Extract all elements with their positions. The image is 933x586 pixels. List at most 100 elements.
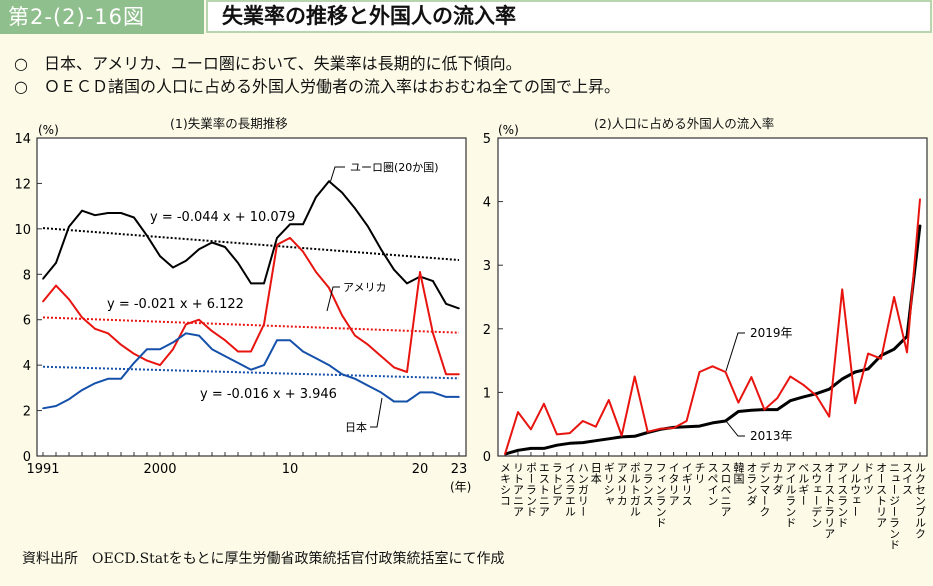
x-category-label: チリ [693,462,706,484]
legend-japan: 日本 [345,420,367,434]
data-point-y2019 [530,428,532,431]
data-point-usa [94,328,96,330]
x-category-label: 韓国 [732,462,745,485]
data-point-y2013 [841,378,843,380]
data-point-y2019 [841,288,843,291]
x-category-label: ギリシャ [602,462,615,506]
data-point-usa [263,323,265,326]
summary-text: 日本、アメリカ、ユーロ圏において、失業率は長期的に低下傾向。 [44,54,522,73]
inflow-rate-chart: (%) 0 1 2 3 4 5 メキシコ リトアニア ポーランド エストニア ラトビア イスラエルハ… [483,123,928,550]
data-point-japan [328,364,330,366]
data-point-y2019 [543,403,545,405]
data-point-y2013 [556,444,558,446]
x-category-label: イギリス [680,462,693,506]
data-point-usa [120,343,122,346]
usa-pointer-icon [326,286,340,312]
trend-label-usa: y = -0.021 x + 6.122 [107,297,244,312]
data-point-usa [172,348,174,351]
data-point-japan [289,339,291,341]
trend-line-usa [42,316,460,334]
x-category-label: ラトビア [550,462,563,506]
data-point-japan [120,377,122,380]
data-point-japan [406,400,408,403]
data-point-japan [159,348,161,351]
data-point-usa [159,364,161,366]
x-category-label: メキシコ [499,462,512,506]
data-point-y2013 [517,449,519,452]
chart1-plot-area [36,137,467,457]
legend-2013: 2013年 [750,429,793,443]
data-point-euro [81,209,83,212]
x-category-label: ノルウェー [849,462,862,517]
data-point-y2013 [530,447,532,450]
data-point-y2013 [685,425,688,428]
data-point-y2013 [776,408,779,411]
data-point-japan [94,382,96,385]
data-point-japan [354,377,356,380]
chart2-plot-area [497,137,928,457]
figure-header: 第2-(2)-16図 失業率の推移と外国人の流入率 [0,0,933,34]
y-tick-label: 4 [23,359,31,374]
data-point-euro [445,303,447,305]
data-point-japan [107,377,109,380]
data-point-usa [445,373,447,376]
pointer-2013-icon [725,420,745,437]
x-category-label: 日本 [589,462,602,485]
data-point-usa [328,287,330,289]
data-point-euro [185,259,187,262]
data-point-euro [107,212,109,214]
data-point-euro [432,280,434,282]
y-tick-label: 0 [23,450,31,465]
x-category-label: ドイツ [862,462,875,495]
data-point-y2013 [698,425,701,427]
data-point-y2019 [711,365,714,368]
data-point-usa [133,352,135,355]
data-point-usa [302,250,304,253]
y-tick-label: 2 [23,405,31,420]
data-point-y2013 [919,224,921,226]
data-point-euro [120,212,122,214]
summary-item: ○ 日本、アメリカ、ユーロ圏において、失業率は長期的に低下傾向。 [14,52,620,75]
pointer-2019-icon [725,332,745,372]
data-point-y2019 [724,371,727,373]
japan-pointer-icon [370,397,383,428]
x-tick-label: 1991 [26,462,59,477]
x-category-label: フィンランド [654,462,667,528]
data-point-euro [42,278,44,280]
data-point-usa [393,366,395,369]
y-tick-label: 6 [23,314,31,329]
chart2-title: (2)人口に占める外国人の流入率 [594,116,775,131]
x-category-label: オーストラリア [823,462,836,539]
data-point-japan [419,391,421,394]
data-point-y2013 [569,442,571,445]
data-point-euro [250,282,252,285]
data-point-japan [341,373,343,376]
data-point-y2019 [698,371,701,373]
y-tick-label: 4 [483,196,491,211]
trend-label-euro: y = -0.044 x + 10.079 [150,210,295,225]
summary-item: ○ ＯＥＣＤ諸国の人口に占める外国人労働者の流入率はおおむね全ての国で上昇。 [14,75,620,98]
data-point-japan [172,341,174,344]
data-point-euro [315,196,317,198]
data-point-usa [146,359,148,362]
data-point-japan [42,407,44,410]
x-category-label: ベルギー [797,462,810,506]
x-category-label: スペイン [706,462,719,506]
data-point-y2013 [711,422,714,424]
trend-label-japan: y = -0.016 x + 3.946 [200,387,337,402]
summary: ○ 日本、アメリカ、ユーロ圏において、失業率は長期的に低下傾向。 ○ ＯＥＣＤ諸… [14,52,620,98]
data-point-usa [380,355,382,357]
data-point-y2013 [789,399,792,402]
chart1-xlabel: (年) [450,480,471,494]
data-point-y2019 [672,427,675,429]
x-category-label: スロベニア [719,462,732,517]
y-tick-label: 14 [14,132,31,147]
unemployment-chart: (%) 0 2 4 6 8 10 12 14 1991 2000 10 20 23 ユーロ圏(20か国… [14,123,471,494]
data-point-y2013 [893,348,895,350]
circle-bullet-icon: ○ [14,77,28,96]
data-point-japan [68,398,70,401]
source-note: 資料出所 OECD.Statをもとに厚生労働省政策統括官付政策統括室にて作成 [22,551,505,567]
y-tick-label: 12 [14,177,31,192]
data-point-euro [263,282,265,285]
x-category-label: イタリア [667,462,680,506]
